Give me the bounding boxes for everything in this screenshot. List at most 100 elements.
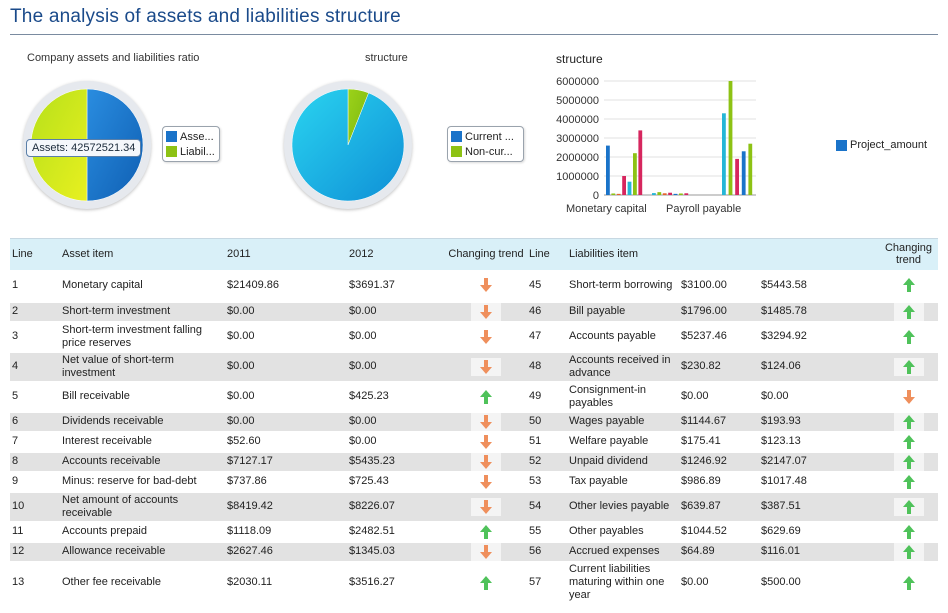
bar-mark[interactable] xyxy=(668,192,672,195)
pie-slice-current-assets[interactable] xyxy=(291,88,405,202)
bar-mark[interactable] xyxy=(633,153,637,195)
cell-liab-2011: $1044.52 xyxy=(679,521,759,543)
cell-asset-2012: $425.23 xyxy=(347,381,445,413)
pie1-legend-swatch xyxy=(166,146,177,157)
cell-asset-trend xyxy=(445,411,527,433)
cell-asset-item: Short-term investment xyxy=(60,301,225,323)
bar-mark[interactable] xyxy=(679,193,683,195)
trend-down-icon xyxy=(480,359,492,374)
header-line[interactable]: Line xyxy=(10,238,60,270)
bar-mark[interactable] xyxy=(652,193,656,195)
header-asset-item[interactable]: Asset item xyxy=(60,238,225,270)
trend-up-icon xyxy=(471,573,501,592)
trend-up-icon xyxy=(480,524,492,539)
header-line-liab[interactable]: Line xyxy=(527,238,567,270)
cell-liab-2011: $1246.92 xyxy=(679,451,759,473)
pie1-legend-item-liabilities[interactable]: Liabil... xyxy=(166,144,216,159)
table-row[interactable]: 2 Short-term investment $0.00 $0.00 46 Bill p… xyxy=(10,301,938,323)
cell-liab-2011: $5237.46 xyxy=(679,321,759,353)
bar-mark[interactable] xyxy=(627,181,632,195)
bar-mark[interactable] xyxy=(673,193,678,195)
header-liabilities-item[interactable]: Liabilities item xyxy=(567,238,679,270)
cell-asset-trend xyxy=(445,521,527,543)
table-row[interactable]: 13 Other fee receivable $2030.11 $3516.27 57… xyxy=(10,561,938,605)
trend-up-icon xyxy=(893,327,924,346)
trend-down-icon xyxy=(471,357,501,376)
cell-asset-2012: $0.00 xyxy=(347,301,445,323)
bar-mark[interactable] xyxy=(657,192,662,195)
cell-asset-2012: $3691.37 xyxy=(347,269,445,303)
table-row[interactable]: 8 Accounts receivable $7127.17 $5435.23 52 Un… xyxy=(10,451,938,473)
trend-up-icon xyxy=(893,302,924,321)
cell-line-liab: 49 xyxy=(527,381,567,413)
cell-line-liab: 51 xyxy=(527,431,567,453)
bar-y-tick-label: 1000000 xyxy=(556,171,599,183)
trend-up-icon xyxy=(902,434,915,449)
table-row[interactable]: 3 Short-term investment falling price res… xyxy=(10,321,938,353)
trend-down-icon xyxy=(471,412,501,431)
bar-y-tick-label: 2000000 xyxy=(556,152,599,164)
trend-up-icon xyxy=(893,522,924,541)
table-row[interactable]: 12 Allowance receivable $2627.46 $1345.03 56… xyxy=(10,541,938,563)
header-2012[interactable]: 2012 xyxy=(347,238,445,270)
bar-mark[interactable] xyxy=(606,145,610,195)
bar-mark[interactable] xyxy=(722,113,726,195)
bar-mark[interactable] xyxy=(728,81,733,195)
pie1-legend-label: Asse... xyxy=(180,130,214,143)
trend-up-icon xyxy=(480,575,492,590)
trend-up-icon xyxy=(902,499,915,514)
cell-line: 8 xyxy=(10,451,60,473)
title-divider xyxy=(10,34,938,35)
table-row[interactable]: 9 Minus: reserve for bad-debt $737.86 $725.… xyxy=(10,471,938,493)
cell-asset-trend xyxy=(445,381,527,413)
bar-legend-label[interactable]: Project_amount xyxy=(850,139,928,151)
trend-down-icon xyxy=(471,497,501,516)
bar-mark[interactable] xyxy=(616,193,621,195)
trend-down-icon xyxy=(471,542,501,561)
pie2-legend-item-current[interactable]: Current ... xyxy=(451,129,520,144)
cell-liab-2011: $0.00 xyxy=(679,561,759,605)
header-2011[interactable]: 2011 xyxy=(225,238,347,270)
trend-down-icon xyxy=(893,387,924,406)
cell-liab-trend xyxy=(879,411,938,433)
bar-mark[interactable] xyxy=(741,151,746,195)
table-row[interactable]: 11 Accounts prepaid $1118.09 $2482.51 55 Othe… xyxy=(10,521,938,543)
table-row[interactable]: 1 Monetary capital $21409.86 $3691.37 45 Shor… xyxy=(10,269,938,303)
header-asset-trend[interactable]: Changing trend xyxy=(445,238,527,270)
table-row[interactable]: 5 Bill receivable $0.00 $425.23 49 Consignmen… xyxy=(10,381,938,413)
cell-asset-2012: $0.00 xyxy=(347,351,445,383)
bar-mark[interactable] xyxy=(662,193,667,195)
bar-mark[interactable] xyxy=(684,193,689,195)
table-row[interactable]: 4 Net value of short-term investment $0.00… xyxy=(10,351,938,383)
trend-up-icon xyxy=(902,524,915,539)
cell-liab-trend xyxy=(879,381,938,413)
cell-asset-trend xyxy=(445,541,527,563)
cell-asset-2011: $0.00 xyxy=(225,381,347,413)
bar-mark[interactable] xyxy=(748,143,753,195)
cell-asset-2011: $0.00 xyxy=(225,411,347,433)
pie1-legend-item-assets[interactable]: Asse... xyxy=(166,129,216,144)
table-row[interactable]: 6 Dividends receivable $0.00 $0.00 50 Wages p… xyxy=(10,411,938,433)
bar-mark[interactable] xyxy=(638,130,643,195)
bar-y-tick-label: 4000000 xyxy=(556,114,599,126)
cell-line-liab: 53 xyxy=(527,471,567,493)
pie2-chart[interactable] xyxy=(284,81,412,209)
bar-mark[interactable] xyxy=(735,158,739,195)
bar-mark[interactable] xyxy=(611,193,616,195)
pie1-legend-label: Liabil... xyxy=(180,145,215,158)
cell-asset-item: Minus: reserve for bad-debt xyxy=(60,471,225,493)
table-row[interactable]: 10 Net amount of accounts receivable $8419… xyxy=(10,491,938,523)
header-liab-trend[interactable]: Changing trend xyxy=(879,238,938,270)
trend-down-icon xyxy=(471,452,501,471)
cell-liab-2011: $1796.00 xyxy=(679,301,759,323)
bar-mark[interactable] xyxy=(622,176,626,195)
bar-chart[interactable]: 6000000 5000000 4000000 3000000 2000000 10000… xyxy=(548,70,768,220)
cell-asset-trend xyxy=(445,431,527,453)
cell-liabilities-item: Current liabilities maturing within one … xyxy=(567,561,679,605)
cell-asset-item: Accounts receivable xyxy=(60,451,225,473)
table-row[interactable]: 7 Interest receivable $52.60 $0.00 51 Welfare… xyxy=(10,431,938,453)
pie2-legend-item-noncurrent[interactable]: Non-cur... xyxy=(451,144,520,159)
cell-line-liab: 47 xyxy=(527,321,567,353)
cell-asset-item: Other fee receivable xyxy=(60,561,225,605)
cell-liab-trend xyxy=(879,471,938,493)
